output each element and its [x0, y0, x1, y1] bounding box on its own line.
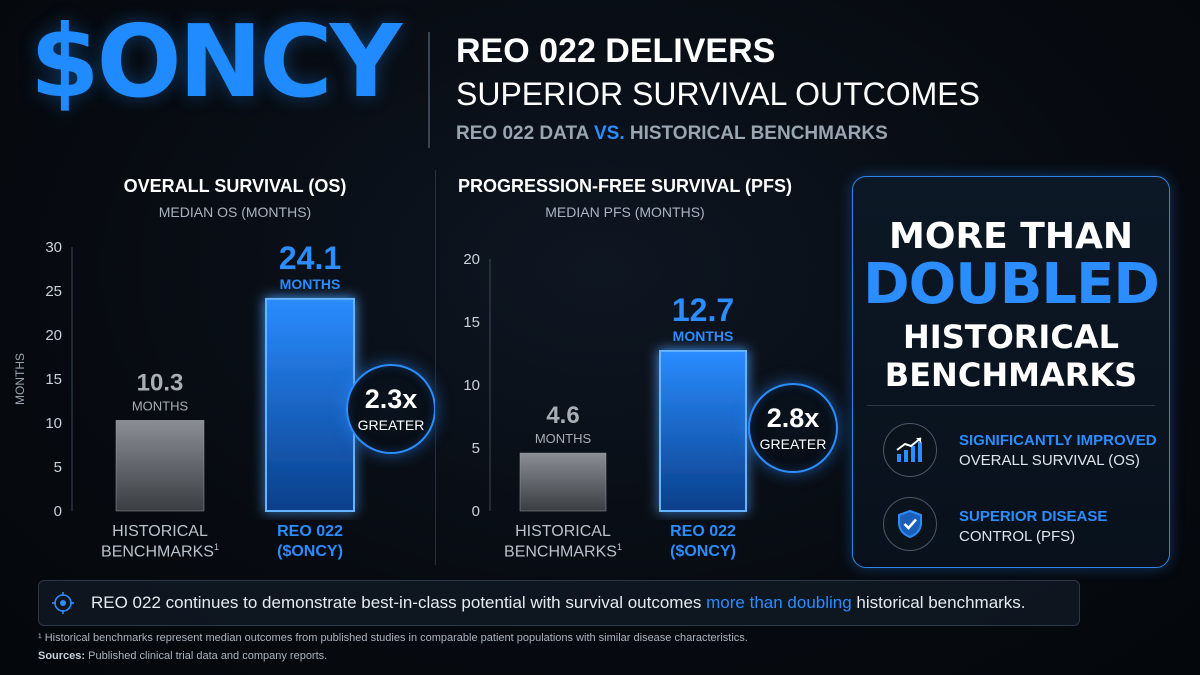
page-subtitle: SUPERIOR SURVIVAL OUTCOMES — [456, 76, 980, 112]
os-value-label: 10.3 — [137, 369, 184, 396]
bar-chart-trend-icon — [883, 423, 937, 477]
os-cat1-line1: HISTORICAL — [112, 523, 208, 540]
os-ratio-label: GREATER — [357, 417, 425, 433]
feature-pfs-highlight: SUPERIOR DISEASE — [959, 508, 1108, 525]
pfs-chart-title: PROGRESSION-FREE SURVIVAL (PFS) — [457, 176, 793, 196]
os-unit-label: MONTHS — [132, 398, 189, 413]
summary-text-highlight: more than doubling — [706, 593, 852, 612]
os-cat2-line1: REO 022 — [277, 523, 343, 540]
panel-divider — [867, 405, 1155, 406]
benchmark-caption: REO 022 DATA VS. HISTORICAL BENCHMARKS — [456, 124, 888, 143]
sources-text: Published clinical trial data and compan… — [85, 650, 328, 662]
summary-text: REO 022 continues to demonstrate best-in… — [91, 593, 1026, 613]
os-ratio-badge: 2.3x GREATER — [346, 364, 436, 454]
pfs-category-historical-label: HISTORICAL BENCHMARKS1 — [498, 522, 628, 562]
pfs-chart-subtitle: MEDIAN PFS (MONTHS) — [545, 204, 705, 220]
pfs-y-tick-label: 15 — [463, 314, 480, 331]
os-chart-title: OVERALL SURVIVAL (OS) — [123, 176, 347, 196]
pfs-ratio-badge: 2.8x GREATER — [748, 383, 838, 473]
os-cat1-footnote-mark: 1 — [213, 542, 219, 552]
os-chart-subtitle: MEDIAN OS (MONTHS) — [158, 204, 312, 220]
os-y-tick-label: 0 — [54, 503, 62, 520]
os-bar-reo — [265, 297, 355, 512]
pfs-y-tick-label: 10 — [463, 377, 480, 394]
pfs-ratio-value: 2.8x — [766, 403, 820, 433]
pfs-cat2-line1: REO 022 — [670, 523, 736, 540]
feature-os-text: OVERALL SURVIVAL (OS) — [959, 451, 1140, 469]
summary-text-part1: REO 022 continues to demonstrate best-in… — [91, 593, 707, 612]
pfs-bar-reo — [659, 349, 747, 513]
os-ratio-value: 2.3x — [364, 384, 418, 414]
os-value-label: 24.1 — [279, 240, 341, 276]
target-icon — [51, 591, 75, 620]
chart-divider — [435, 170, 436, 565]
os-category-reo-label: REO 022 ($ONCY) — [245, 522, 375, 562]
os-cat2-line2: ($ONCY) — [277, 543, 343, 560]
os-y-tick-label: 25 — [45, 283, 62, 300]
footnote-sources: Sources: Published clinical trial data a… — [38, 650, 327, 662]
pfs-bar-historical — [519, 452, 607, 512]
shield-check-icon — [883, 497, 937, 551]
pfs-y-tick-label: 20 — [463, 251, 480, 268]
pfs-value-label: 4.6 — [546, 402, 579, 429]
pfs-category-reo-label: REO 022 ($ONCY) — [638, 522, 768, 562]
os-y-tick-label: 15 — [45, 371, 62, 388]
benchmark-caption-part1: REO 022 DATA — [456, 123, 589, 144]
pfs-y-tick-label: 5 — [472, 440, 480, 457]
os-bar-historical — [115, 420, 205, 512]
summary-panel: MORE THAN DOUBLED HISTORICAL BENCHMARKS … — [852, 176, 1170, 568]
panel-line-doubled: DOUBLED — [863, 252, 1160, 317]
os-y-tick-label: 20 — [45, 327, 62, 344]
ticker-logo: $ONCY — [30, 3, 402, 120]
page-title: REO 022 DELIVERS — [456, 32, 776, 70]
pfs-unit-label: MONTHS — [673, 328, 734, 344]
os-y-tick-label: 30 — [45, 239, 62, 256]
pfs-y-tick-label: 0 — [472, 503, 480, 520]
pfs-ratio-label: GREATER — [759, 436, 827, 452]
panel-line-benchmarks: BENCHMARKS — [884, 356, 1138, 394]
os-cat1-line2: BENCHMARKS — [101, 543, 214, 561]
os-y-tick-label: 10 — [45, 415, 62, 432]
pfs-cat1-footnote-mark: 1 — [616, 542, 622, 552]
os-unit-label: MONTHS — [280, 276, 341, 292]
benchmark-caption-vs: VS. — [593, 123, 625, 144]
os-y-axis-label: MONTHS — [13, 353, 27, 405]
feature-os: SIGNIFICANTLY IMPROVED OVERALL SURVIVAL … — [959, 431, 1157, 470]
pfs-unit-label: MONTHS — [535, 431, 592, 446]
panel-line-historical: HISTORICAL — [903, 318, 1119, 356]
feature-pfs-text: CONTROL (PFS) — [959, 527, 1076, 545]
sources-label: Sources: — [38, 650, 86, 662]
pfs-cat1-line2: BENCHMARKS — [504, 543, 617, 561]
summary-bar: REO 022 continues to demonstrate best-in… — [38, 580, 1080, 626]
feature-os-highlight: SIGNIFICANTLY IMPROVED — [959, 432, 1157, 449]
feature-pfs: SUPERIOR DISEASE CONTROL (PFS) — [959, 507, 1107, 546]
os-category-historical-label: HISTORICAL BENCHMARKS1 — [95, 522, 225, 562]
summary-text-part2: historical benchmarks. — [851, 593, 1026, 612]
pfs-value-label: 12.7 — [672, 292, 734, 328]
pfs-cat2-line2: ($ONCY) — [670, 543, 736, 560]
benchmark-caption-part2: HISTORICAL BENCHMARKS — [629, 123, 888, 144]
os-y-tick-label: 5 — [54, 459, 62, 476]
pfs-cat1-line1: HISTORICAL — [515, 523, 611, 540]
header-divider — [428, 32, 430, 148]
footnote-benchmarks: ¹ Historical benchmarks represent median… — [38, 632, 748, 644]
panel-line-more-than: MORE THAN — [889, 216, 1133, 257]
